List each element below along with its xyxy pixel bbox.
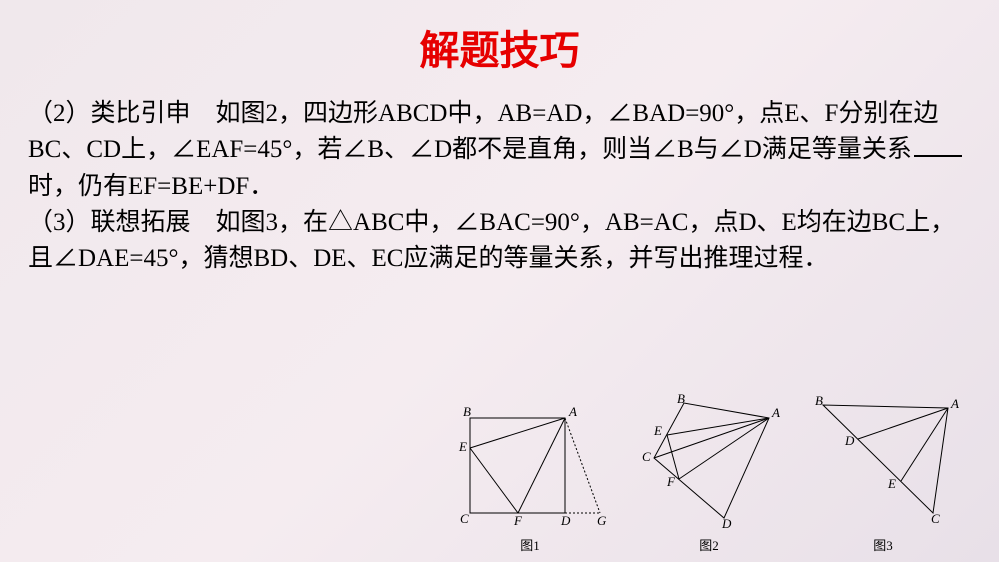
- fig2-label: 图2: [699, 535, 719, 554]
- p2-lead: （2）类比引申: [28, 100, 191, 127]
- svg-text:E: E: [653, 423, 662, 438]
- svg-text:A: A: [771, 405, 780, 420]
- fig3-label: 图3: [873, 535, 893, 554]
- blank-line: [914, 155, 962, 157]
- fig1-label: 图1: [520, 535, 540, 554]
- svg-text:A: A: [568, 404, 577, 419]
- svg-text:F: F: [513, 513, 523, 528]
- svg-text:E: E: [887, 476, 896, 491]
- svg-text:B: B: [815, 393, 823, 408]
- svg-text:D: D: [721, 516, 732, 531]
- svg-text:B: B: [677, 393, 685, 406]
- paragraph-3: （3）联想拓展 如图3，在△ABC中，∠BAC=90°，AB=AC，点D、E均在…: [28, 205, 971, 278]
- slide-content: （2）类比引申 如图2，四边形ABCD中，AB=AD，∠BAD=90°，点E、F…: [0, 76, 999, 277]
- svg-text:F: F: [666, 474, 676, 489]
- svg-text:C: C: [931, 511, 940, 526]
- svg-text:D: D: [560, 513, 571, 528]
- svg-text:C: C: [460, 511, 469, 526]
- svg-text:E: E: [458, 439, 467, 454]
- svg-text:A: A: [950, 396, 959, 411]
- svg-text:B: B: [463, 404, 471, 419]
- svg-text:G: G: [597, 513, 607, 528]
- figure-1: B A E C F D G 图1: [445, 403, 615, 554]
- svg-text:C: C: [642, 449, 651, 464]
- p2-tail: 时，仍有EF=BE+DF．: [28, 173, 274, 200]
- figure-3: B A D E C 图3: [803, 393, 963, 554]
- paragraph-2: （2）类比引申 如图2，四边形ABCD中，AB=AD，∠BAD=90°，点E、F…: [28, 96, 971, 205]
- p3-lead: （3）联想拓展: [28, 209, 191, 236]
- figure-2: B A E C F D 图2: [629, 393, 789, 554]
- svg-text:D: D: [844, 433, 855, 448]
- figures-row: B A E C F D G 图1 B A E C F D 图2: [445, 393, 963, 554]
- slide-title: 解题技巧: [0, 0, 999, 76]
